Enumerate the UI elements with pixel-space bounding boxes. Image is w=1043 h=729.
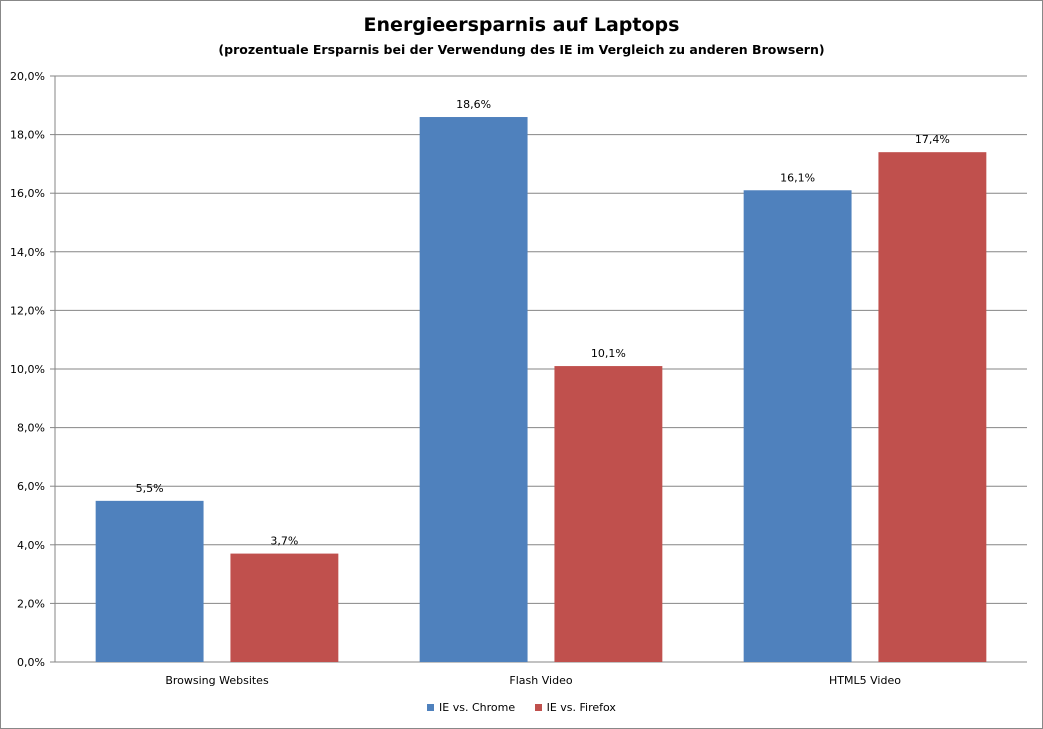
- legend-label-ie-vs-chrome: IE vs. Chrome: [439, 701, 516, 714]
- y-tick-label: 10,0%: [10, 363, 45, 376]
- legend-swatch-ie-vs-chrome: [427, 704, 435, 711]
- bar-chrome-1: [95, 500, 204, 662]
- data-label: 16,1%: [780, 171, 815, 184]
- bar-firefox-2: [554, 366, 663, 662]
- y-tick-label: 6,0%: [17, 480, 45, 493]
- chart-subtitle: (prozentuale Ersparnis bei der Verwendun…: [218, 42, 825, 57]
- data-label: 3,7%: [270, 535, 298, 548]
- legend: IE vs. Chrome IE vs. Firefox: [0, 701, 1043, 714]
- legend-entry-ie-vs-firefox: IE vs. Firefox: [534, 701, 616, 714]
- bar-firefox-1: [230, 553, 339, 662]
- y-tick-label: 16,0%: [10, 187, 45, 200]
- legend-entry-ie-vs-chrome: IE vs. Chrome: [427, 701, 515, 714]
- y-tick-label: 4,0%: [17, 539, 45, 552]
- bar-firefox-3: [878, 152, 987, 662]
- gridlines: [50, 75, 1027, 663]
- x-axis-category-labels: Browsing Websites Flash Video HTML5 Video: [165, 674, 901, 687]
- data-label: 18,6%: [456, 98, 491, 111]
- data-labels: 5,5% 3,7% 18,6% 10,1% 16,1% 17,4%: [136, 98, 950, 548]
- y-tick-label: 14,0%: [10, 246, 45, 259]
- legend-label-ie-vs-firefox: IE vs. Firefox: [546, 701, 616, 714]
- y-axis-tick-labels: 0,0% 2,0% 4,0% 6,0% 8,0% 10,0% 12,0% 14,0% 16,0%…: [10, 70, 45, 669]
- bars: [95, 117, 987, 662]
- y-tick-label: 0,0%: [17, 656, 45, 669]
- data-label: 17,4%: [915, 133, 950, 146]
- legend-swatch-ie-vs-firefox: [534, 704, 542, 711]
- y-tick-label: 20,0%: [10, 70, 45, 83]
- x-category-label: Browsing Websites: [165, 674, 269, 687]
- x-category-label: HTML5 Video: [829, 674, 901, 687]
- bar-chrome-3: [743, 190, 852, 662]
- y-tick-label: 12,0%: [10, 304, 45, 317]
- bar-chrome-2: [419, 117, 528, 662]
- data-label: 10,1%: [591, 347, 626, 360]
- x-category-label: Flash Video: [509, 674, 572, 687]
- y-tick-label: 2,0%: [17, 597, 45, 610]
- y-tick-label: 8,0%: [17, 422, 45, 435]
- y-tick-label: 18,0%: [10, 129, 45, 142]
- chart-title: Energieersparnis auf Laptops: [363, 14, 680, 36]
- data-label: 5,5%: [136, 482, 164, 495]
